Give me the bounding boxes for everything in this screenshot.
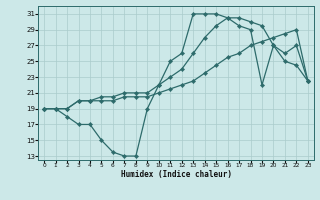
X-axis label: Humidex (Indice chaleur): Humidex (Indice chaleur)	[121, 170, 231, 179]
